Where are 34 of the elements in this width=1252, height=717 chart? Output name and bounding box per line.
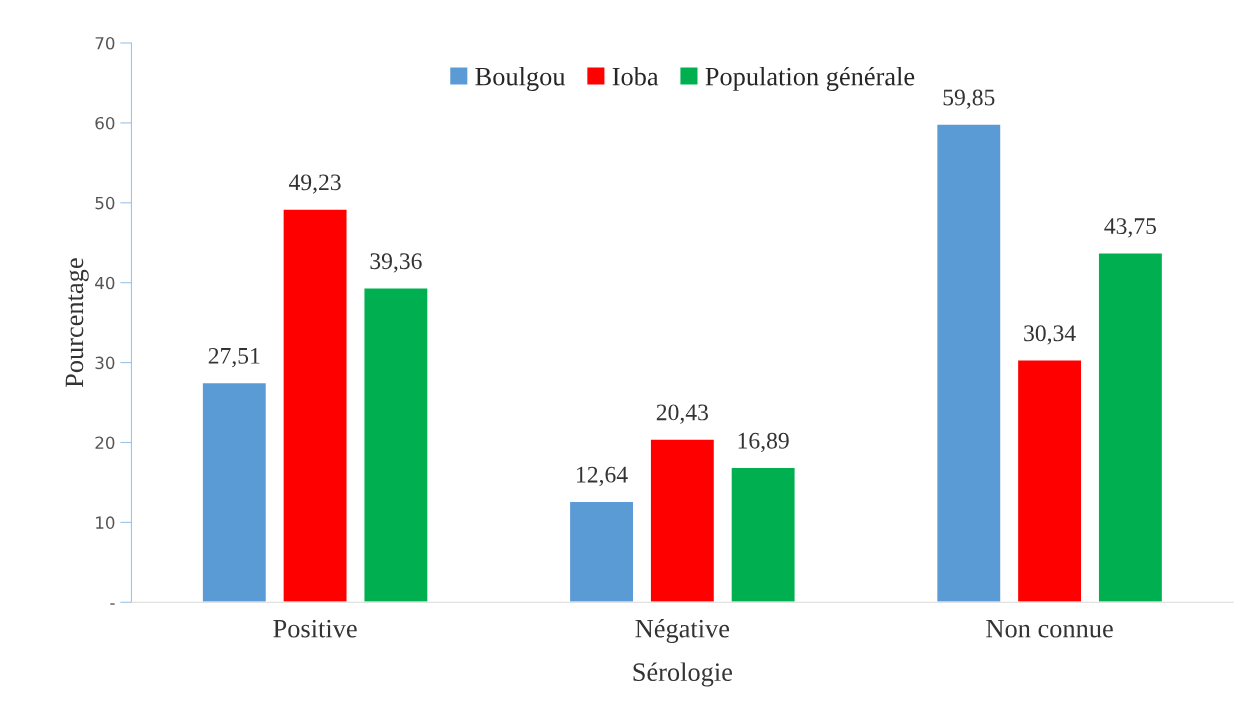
y-tick-label: 50 xyxy=(95,196,115,210)
data-label: 16,89 xyxy=(738,432,789,453)
y-tick-label: - xyxy=(110,603,115,605)
bar xyxy=(730,466,796,603)
y-tick-label: 20 xyxy=(95,436,115,450)
x-axis-title: Sérologie xyxy=(633,662,732,687)
x-tick-label: Positive xyxy=(273,619,357,638)
bar xyxy=(568,500,635,603)
legend-label: Boulgou xyxy=(475,66,566,91)
x-tick-label: Négative xyxy=(635,618,730,643)
bar xyxy=(935,123,1002,603)
x-tick-label: Non connue xyxy=(986,619,1113,638)
bar xyxy=(363,287,429,603)
y-tick-label: 60 xyxy=(95,116,115,130)
data-label: 20,43 xyxy=(656,404,708,424)
data-label: 39,36 xyxy=(370,253,422,273)
y-tick-label: 70 xyxy=(95,36,115,50)
bar xyxy=(649,438,716,603)
bar xyxy=(1097,252,1164,603)
data-label: 12,64 xyxy=(577,466,628,487)
bar xyxy=(1016,359,1083,603)
bar xyxy=(201,381,268,603)
data-label: 27,51 xyxy=(208,347,260,368)
y-tick-label: 10 xyxy=(96,516,115,529)
data-label: 59,85 xyxy=(943,89,995,109)
data-label: 43,75 xyxy=(1104,218,1157,238)
legend-label: Population générale xyxy=(705,66,915,91)
bar xyxy=(282,208,348,603)
data-label: 49,23 xyxy=(288,174,341,194)
y-tick-label: 30 xyxy=(95,356,115,370)
y-axis-title: Pourcentage xyxy=(65,258,89,388)
y-tick-label: 40 xyxy=(95,276,115,290)
legend-label: Ioba xyxy=(612,66,659,86)
data-label: 30,34 xyxy=(1024,325,1076,345)
